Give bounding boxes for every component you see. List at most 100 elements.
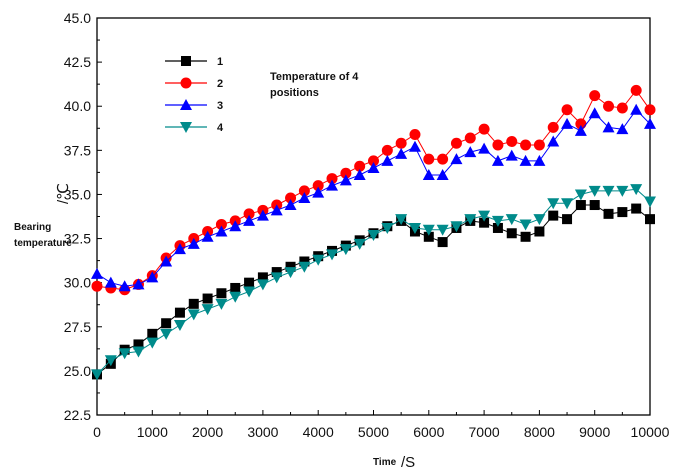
data-point xyxy=(616,102,628,114)
data-point xyxy=(616,185,629,197)
x-tick-label: 5000 xyxy=(358,424,389,440)
data-point xyxy=(201,304,214,316)
data-point xyxy=(589,200,600,211)
data-point xyxy=(161,318,172,329)
x-tick-label: 2000 xyxy=(192,424,223,440)
data-point xyxy=(312,254,325,266)
data-point xyxy=(91,280,103,292)
data-point xyxy=(437,153,449,165)
data-point xyxy=(450,153,463,165)
data-point xyxy=(271,267,282,278)
data-point xyxy=(520,139,532,151)
data-point xyxy=(505,149,518,161)
data-point xyxy=(533,154,546,166)
data-point xyxy=(506,228,517,239)
data-point xyxy=(395,147,408,159)
legend-item-1: 1 xyxy=(165,56,223,68)
data-point xyxy=(561,198,574,210)
data-point xyxy=(574,189,587,201)
x-tick-label: 7000 xyxy=(469,424,500,440)
legend-marker xyxy=(181,56,191,66)
data-point xyxy=(381,144,393,156)
data-point xyxy=(422,224,435,236)
legend-marker xyxy=(180,77,192,89)
y-tick-label: 45.0 xyxy=(64,10,91,26)
data-point xyxy=(285,261,296,272)
data-point xyxy=(548,210,559,221)
y-tick-label: 30.0 xyxy=(64,275,91,291)
data-point xyxy=(617,207,628,218)
data-point xyxy=(340,167,352,179)
data-point xyxy=(602,185,615,197)
data-point xyxy=(368,155,379,167)
series-4 xyxy=(91,184,656,381)
legend-item-2: 2 xyxy=(165,77,223,90)
data-point xyxy=(243,214,256,226)
data-point xyxy=(104,355,117,367)
y-axis-label-line-1: Bearing xyxy=(14,222,51,233)
data-point xyxy=(450,221,463,233)
data-point xyxy=(534,226,545,237)
x-axis-unit: /S xyxy=(401,454,415,471)
annotation-line-2: positions xyxy=(270,87,319,99)
data-point xyxy=(173,320,186,332)
data-point xyxy=(132,346,145,358)
data-point xyxy=(91,369,103,381)
data-point xyxy=(395,214,408,226)
data-point xyxy=(367,161,380,173)
data-point xyxy=(644,196,656,208)
data-point xyxy=(547,121,559,133)
data-point xyxy=(423,231,434,242)
data-point xyxy=(588,185,601,197)
data-point xyxy=(589,90,601,102)
data-point xyxy=(353,169,366,181)
data-point xyxy=(118,348,131,360)
series-2 xyxy=(91,84,656,296)
data-point xyxy=(243,286,256,298)
data-point xyxy=(229,291,242,303)
data-point xyxy=(132,278,145,290)
data-point xyxy=(561,104,573,116)
data-point xyxy=(244,277,255,288)
data-point xyxy=(326,179,339,191)
x-tick-label: 4000 xyxy=(303,424,334,440)
data-point xyxy=(298,261,311,273)
data-point xyxy=(229,220,242,232)
data-point xyxy=(91,267,103,279)
data-point xyxy=(270,204,283,216)
legend-item-4: 4 xyxy=(165,122,224,134)
data-point xyxy=(602,121,615,133)
data-point xyxy=(215,218,227,230)
data-point xyxy=(562,214,573,225)
y-tick-label: 37.5 xyxy=(64,142,91,158)
data-point xyxy=(479,217,490,228)
annotation-line-1: Temperature of 4 xyxy=(270,71,359,83)
data-point xyxy=(146,271,159,283)
data-point xyxy=(146,337,159,349)
y-tick-label: 42.5 xyxy=(64,54,91,70)
x-tick-label: 8000 xyxy=(524,424,555,440)
x-tick-label: 10000 xyxy=(631,424,670,440)
data-point xyxy=(409,128,421,140)
data-point xyxy=(381,222,394,234)
data-point xyxy=(630,84,642,96)
y-tick-label: 22.5 xyxy=(64,407,91,423)
data-point xyxy=(464,132,476,144)
data-point xyxy=(519,219,532,231)
y-tick-label: 40.0 xyxy=(64,98,91,114)
data-point xyxy=(230,282,241,293)
data-point xyxy=(630,184,643,196)
data-point xyxy=(285,192,297,204)
data-point xyxy=(561,117,574,129)
y-tick-label: 25.0 xyxy=(64,363,91,379)
data-point xyxy=(616,123,629,135)
data-point xyxy=(270,272,283,284)
data-point xyxy=(436,224,449,236)
data-point xyxy=(422,169,435,181)
data-point xyxy=(588,107,601,119)
data-point xyxy=(644,104,656,116)
data-point xyxy=(160,328,173,340)
data-point xyxy=(118,280,131,292)
data-point xyxy=(436,169,449,181)
data-point xyxy=(243,208,255,220)
